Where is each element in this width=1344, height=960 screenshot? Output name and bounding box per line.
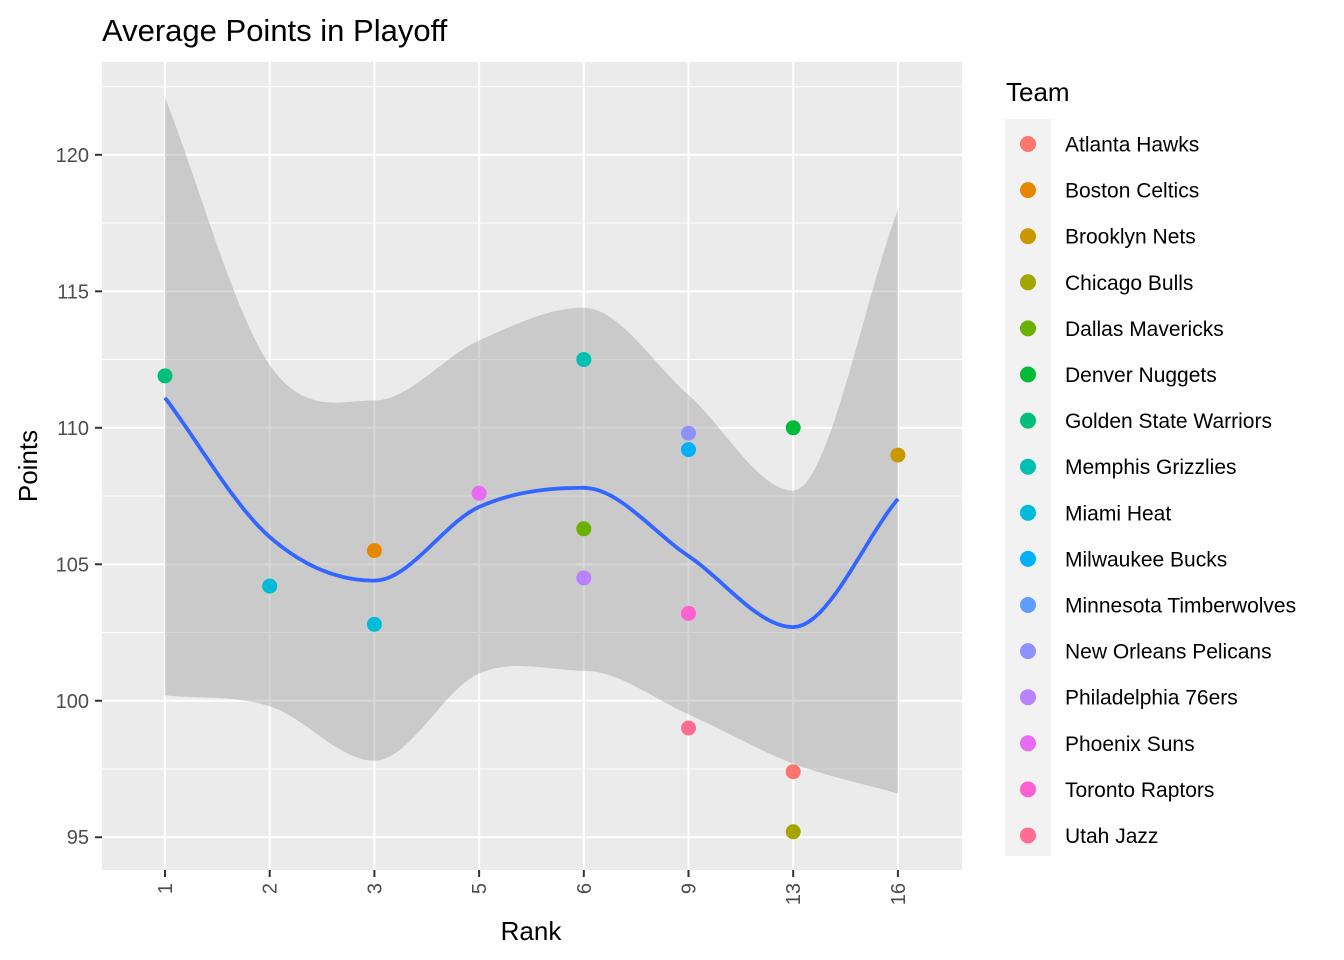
y-tick-label: 110: [57, 418, 89, 440]
confidence-band-area: [165, 97, 898, 794]
data-point: [785, 824, 801, 840]
legend-key: [1020, 550, 1036, 567]
legend-label: Denver Nuggets: [1065, 364, 1217, 387]
y-axis-title: Points: [13, 430, 43, 502]
legend-key: [1020, 366, 1036, 383]
legend-key: [1020, 689, 1036, 706]
legend-label: Memphis Grizzlies: [1065, 456, 1237, 479]
legend-label: Chicago Bulls: [1065, 272, 1193, 295]
legend-label: Brooklyn Nets: [1065, 226, 1196, 249]
legend-label: Toronto Raptors: [1065, 779, 1214, 802]
legend-label: Utah Jazz: [1065, 825, 1158, 848]
smooth-line: [163, 396, 900, 629]
data-point: [471, 485, 487, 501]
chart-title: Average Points in Playoff: [102, 13, 448, 48]
legend-key: [1020, 597, 1036, 613]
legend-key: [1020, 136, 1036, 152]
legend-key: [1020, 228, 1036, 245]
legend-items: Atlanta Hawks Boston Celtics Brooklyn Nets…: [1020, 134, 1296, 848]
plot-panel: [102, 62, 962, 870]
x-tick-label: 3: [364, 883, 386, 894]
legend-key: [1020, 827, 1036, 844]
y-tick-label: 100: [56, 691, 89, 713]
legend-key: [1020, 458, 1036, 475]
legend-label: Milwaukee Bucks: [1065, 548, 1227, 571]
data-point: [157, 368, 173, 384]
x-tick-label: 6: [574, 883, 596, 894]
legend-title: Team: [1006, 77, 1070, 107]
legend: Team Atlanta Hawks Boston Celtics Brooklyn…: [1005, 77, 1296, 856]
x-tick-label: 13: [783, 883, 805, 905]
data-point: [681, 425, 696, 441]
data-point: [576, 521, 592, 537]
legend-label: Golden State Warriors: [1065, 410, 1272, 433]
x-axis-ticks: 1 2 3 5 6 9 13 16: [155, 870, 910, 905]
data-point: [785, 420, 801, 436]
x-tick-label: 2: [260, 883, 282, 894]
legend-key: [1020, 182, 1036, 199]
y-tick-label: 120: [56, 145, 89, 167]
data-point: [890, 447, 906, 463]
data-point: [681, 720, 696, 736]
grid-lines: [102, 62, 962, 870]
legend-label: Boston Celtics: [1065, 180, 1199, 203]
x-tick-label: 5: [469, 883, 491, 894]
legend-label: New Orleans Pelicans: [1065, 641, 1272, 664]
x-tick-label: 16: [888, 883, 910, 905]
legend-key: [1020, 412, 1036, 429]
data-point: [576, 570, 592, 586]
smooth-fit-line: [163, 396, 900, 629]
legend-label: Phoenix Suns: [1065, 733, 1195, 756]
confidence-band: [165, 97, 898, 794]
legend-label: Minnesota Timberwolves: [1065, 595, 1296, 618]
y-tick-label: 115: [57, 281, 89, 303]
x-tick-label: 1: [155, 883, 177, 894]
data-point: [681, 442, 696, 458]
y-tick-label: 105: [56, 554, 89, 576]
legend-key: [1020, 504, 1036, 521]
legend-label: Atlanta Hawks: [1065, 134, 1199, 157]
legend-key: [1020, 320, 1036, 337]
x-axis-title: Rank: [501, 916, 563, 946]
y-tick-label: 95: [67, 827, 89, 849]
legend-key: [1020, 643, 1036, 660]
legend-key: [1020, 781, 1036, 798]
y-axis-ticks: 95 100 105 110 115 120: [56, 145, 102, 849]
legend-label: Miami Heat: [1065, 502, 1171, 525]
data-points: [157, 352, 906, 840]
data-point: [366, 543, 382, 559]
x-tick-label: 9: [679, 883, 701, 894]
data-point: [785, 764, 801, 780]
legend-key: [1020, 735, 1036, 752]
legend-key: [1020, 274, 1036, 291]
data-point: [576, 352, 592, 368]
legend-label: Dallas Mavericks: [1065, 318, 1224, 341]
legend-label: Philadelphia 76ers: [1065, 687, 1238, 710]
data-point: [681, 605, 696, 621]
data-point: [366, 616, 382, 632]
data-point: [262, 578, 278, 594]
